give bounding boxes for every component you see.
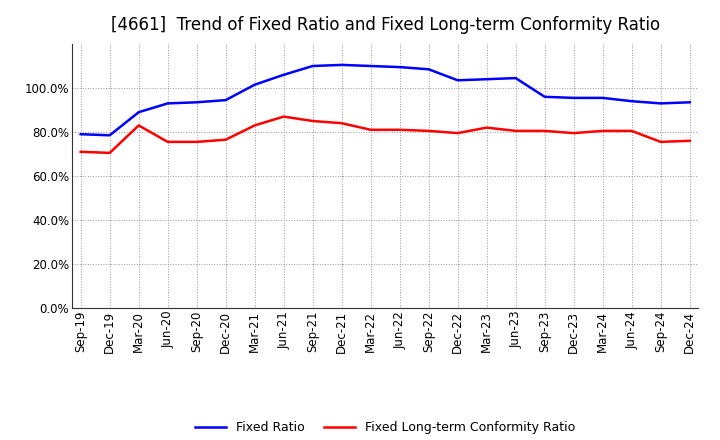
Fixed Long-term Conformity Ratio	[454, 130, 462, 136]
Fixed Ratio	[424, 66, 433, 72]
Fixed Ratio	[308, 63, 317, 69]
Fixed Ratio	[570, 95, 578, 101]
Title: [4661]  Trend of Fixed Ratio and Fixed Long-term Conformity Ratio: [4661] Trend of Fixed Ratio and Fixed Lo…	[111, 16, 660, 34]
Fixed Ratio	[251, 82, 259, 87]
Fixed Long-term Conformity Ratio	[685, 138, 694, 143]
Fixed Ratio	[192, 99, 201, 105]
Fixed Long-term Conformity Ratio	[424, 128, 433, 134]
Fixed Long-term Conformity Ratio	[366, 127, 375, 132]
Fixed Long-term Conformity Ratio	[192, 139, 201, 144]
Fixed Long-term Conformity Ratio	[482, 125, 491, 130]
Fixed Long-term Conformity Ratio	[76, 149, 85, 154]
Line: Fixed Ratio: Fixed Ratio	[81, 65, 690, 135]
Fixed Long-term Conformity Ratio	[105, 150, 114, 156]
Fixed Ratio	[338, 62, 346, 67]
Fixed Ratio	[76, 132, 85, 137]
Fixed Long-term Conformity Ratio	[308, 118, 317, 124]
Fixed Long-term Conformity Ratio	[251, 123, 259, 128]
Fixed Ratio	[163, 101, 172, 106]
Fixed Ratio	[627, 99, 636, 104]
Fixed Ratio	[482, 77, 491, 82]
Fixed Ratio	[541, 94, 549, 99]
Fixed Ratio	[685, 99, 694, 105]
Fixed Ratio	[279, 72, 288, 77]
Fixed Long-term Conformity Ratio	[338, 121, 346, 126]
Fixed Ratio	[511, 75, 520, 81]
Fixed Ratio	[105, 132, 114, 138]
Fixed Long-term Conformity Ratio	[279, 114, 288, 119]
Fixed Ratio	[454, 77, 462, 83]
Fixed Long-term Conformity Ratio	[598, 128, 607, 134]
Fixed Ratio	[366, 63, 375, 69]
Fixed Ratio	[135, 110, 143, 115]
Fixed Long-term Conformity Ratio	[395, 127, 404, 132]
Fixed Long-term Conformity Ratio	[135, 123, 143, 128]
Fixed Long-term Conformity Ratio	[511, 128, 520, 134]
Fixed Long-term Conformity Ratio	[657, 139, 665, 144]
Fixed Long-term Conformity Ratio	[541, 128, 549, 134]
Fixed Long-term Conformity Ratio	[627, 128, 636, 134]
Fixed Long-term Conformity Ratio	[570, 130, 578, 136]
Line: Fixed Long-term Conformity Ratio: Fixed Long-term Conformity Ratio	[81, 117, 690, 153]
Fixed Long-term Conformity Ratio	[163, 139, 172, 144]
Fixed Ratio	[395, 64, 404, 70]
Fixed Long-term Conformity Ratio	[221, 137, 230, 142]
Fixed Ratio	[598, 95, 607, 101]
Legend: Fixed Ratio, Fixed Long-term Conformity Ratio: Fixed Ratio, Fixed Long-term Conformity …	[190, 416, 580, 439]
Fixed Ratio	[221, 97, 230, 103]
Fixed Ratio	[657, 101, 665, 106]
